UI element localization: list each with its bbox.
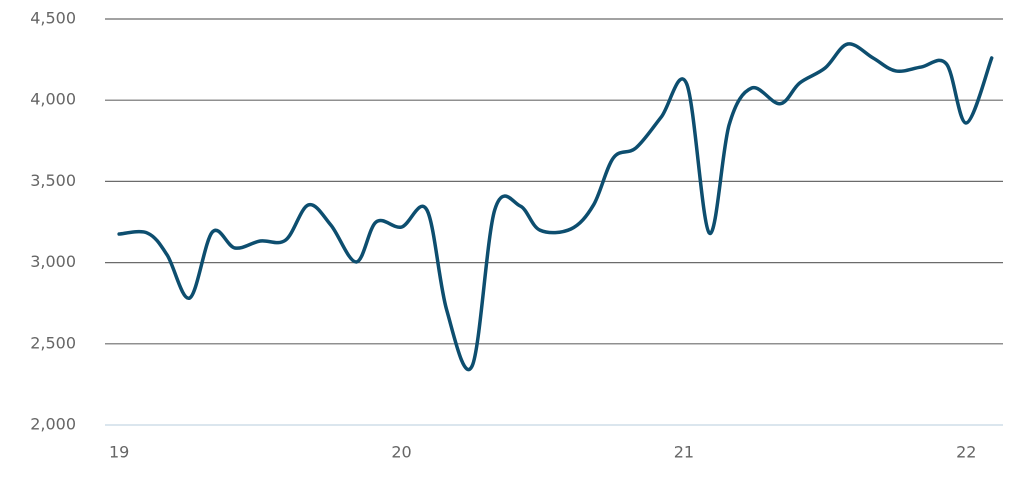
x-tick-label: 21 <box>674 443 694 462</box>
y-tick-label: 4,500 <box>30 9 76 28</box>
y-tick-label: 2,500 <box>30 333 76 352</box>
x-tick-label: 20 <box>391 443 411 462</box>
y-tick-label: 4,000 <box>30 90 76 109</box>
y-tick-label: 3,000 <box>30 252 76 271</box>
line <box>117 42 994 371</box>
y-tick-label: 3,500 <box>30 171 76 190</box>
x-tick-label: 19 <box>109 443 129 462</box>
y-tick-label: 2,000 <box>30 415 76 434</box>
x-tick-label: 22 <box>956 443 976 462</box>
